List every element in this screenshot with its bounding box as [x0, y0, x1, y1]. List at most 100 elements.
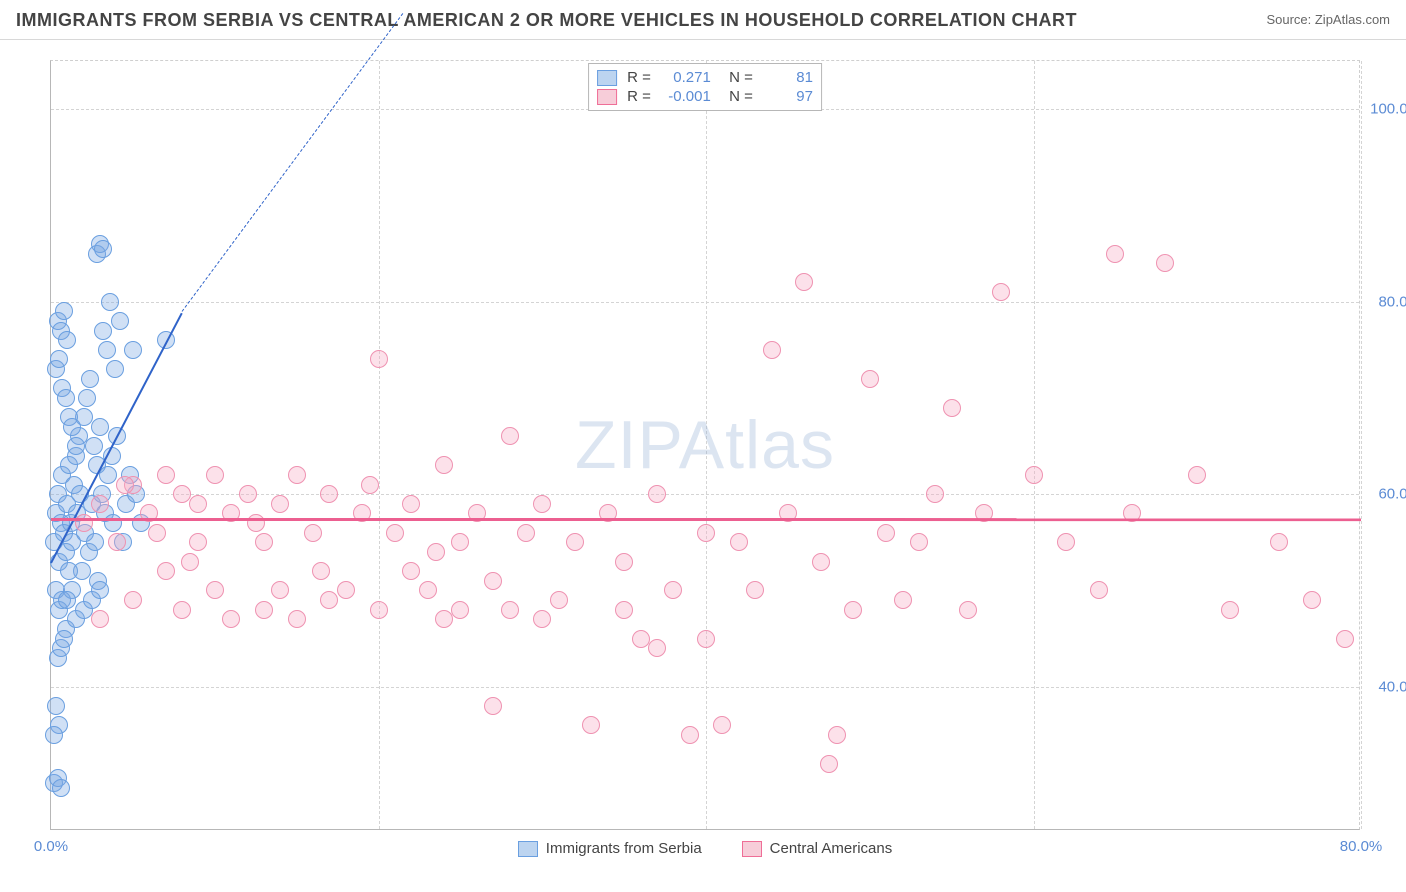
data-point-central [157, 562, 175, 580]
x-tick-label: 0.0% [34, 838, 68, 855]
y-tick-label: 100.0% [1370, 101, 1406, 118]
data-point-central [402, 495, 420, 513]
data-point-central [910, 533, 928, 551]
scatter-plot-area: ZIPAtlas R =0.271 N =81R =-0.001 N =97 I… [50, 60, 1360, 830]
data-point-central [1303, 591, 1321, 609]
data-point-serbia [91, 581, 109, 599]
data-point-serbia [81, 370, 99, 388]
y-tick-label: 40.0% [1378, 678, 1406, 695]
data-point-central [271, 581, 289, 599]
data-point-serbia [86, 533, 104, 551]
data-point-central [926, 485, 944, 503]
legend-stats-row-serbia: R =0.271 N =81 [597, 68, 813, 87]
r-label: R = [627, 69, 651, 86]
data-point-central [795, 273, 813, 291]
data-point-central [697, 524, 715, 542]
data-point-serbia [124, 341, 142, 359]
data-point-central [566, 533, 584, 551]
data-point-serbia [67, 437, 85, 455]
data-point-central [255, 601, 273, 619]
gridline-vertical [1361, 61, 1362, 829]
data-point-serbia [63, 418, 81, 436]
legend-swatch [597, 89, 617, 105]
data-point-serbia [45, 726, 63, 744]
data-point-central [746, 581, 764, 599]
trend-line-extrapolated [182, 13, 404, 312]
data-point-central [697, 630, 715, 648]
source-attribution: Source: ZipAtlas.com [1266, 12, 1390, 27]
data-point-central [820, 755, 838, 773]
data-point-central [533, 610, 551, 628]
data-point-central [861, 370, 879, 388]
data-point-serbia [94, 240, 112, 258]
data-point-serbia [47, 697, 65, 715]
legend-item-serbia: Immigrants from Serbia [518, 840, 702, 857]
data-point-central [1057, 533, 1075, 551]
data-point-central [763, 341, 781, 359]
data-point-central [713, 716, 731, 734]
r-value: 0.271 [661, 69, 711, 86]
data-point-central [75, 514, 93, 532]
data-point-central [148, 524, 166, 542]
legend-swatch [518, 841, 538, 857]
data-point-central [501, 427, 519, 445]
data-point-central [271, 495, 289, 513]
data-point-central [320, 485, 338, 503]
data-point-central [943, 399, 961, 417]
data-point-central [1336, 630, 1354, 648]
n-label: N = [721, 88, 753, 105]
data-point-central [484, 697, 502, 715]
y-tick-label: 60.0% [1378, 486, 1406, 503]
data-point-central [312, 562, 330, 580]
data-point-serbia [60, 562, 78, 580]
data-point-serbia [101, 293, 119, 311]
data-point-serbia [85, 437, 103, 455]
correlation-legend: R =0.271 N =81R =-0.001 N =97 [588, 63, 822, 111]
data-point-central [370, 350, 388, 368]
data-point-serbia [104, 514, 122, 532]
data-point-serbia [52, 779, 70, 797]
data-point-central [1156, 254, 1174, 272]
data-point-central [386, 524, 404, 542]
data-point-central [648, 639, 666, 657]
data-point-central [1221, 601, 1239, 619]
data-point-central [181, 553, 199, 571]
data-point-serbia [55, 302, 73, 320]
data-point-central [1106, 245, 1124, 263]
data-point-central [255, 533, 273, 551]
chart-title: IMMIGRANTS FROM SERBIA VS CENTRAL AMERIC… [0, 0, 1406, 40]
data-point-central [206, 581, 224, 599]
gridline-horizontal [51, 302, 1359, 303]
data-point-central [812, 553, 830, 571]
legend-stats-row-central: R =-0.001 N =97 [597, 87, 813, 106]
y-tick-label: 80.0% [1378, 293, 1406, 310]
data-point-central [427, 543, 445, 561]
data-point-central [108, 533, 126, 551]
gridline-vertical [706, 61, 707, 829]
legend-swatch [597, 70, 617, 86]
gridline-vertical [1034, 61, 1035, 829]
data-point-central [419, 581, 437, 599]
data-point-serbia [91, 418, 109, 436]
data-point-central [894, 591, 912, 609]
data-point-serbia [55, 630, 73, 648]
series-legend: Immigrants from Serbia Central Americans [51, 840, 1359, 857]
data-point-serbia [57, 389, 75, 407]
data-point-central [189, 533, 207, 551]
data-point-central [1270, 533, 1288, 551]
data-point-central [206, 466, 224, 484]
data-point-serbia [94, 322, 112, 340]
data-point-central [992, 283, 1010, 301]
data-point-central [173, 601, 191, 619]
legend-item-central: Central Americans [742, 840, 893, 857]
r-value: -0.001 [661, 88, 711, 105]
data-point-central [1090, 581, 1108, 599]
data-point-serbia [111, 312, 129, 330]
gridline-vertical [379, 61, 380, 829]
data-point-central [501, 601, 519, 619]
data-point-central [484, 572, 502, 590]
data-point-central [517, 524, 535, 542]
data-point-central [648, 485, 666, 503]
data-point-central [550, 591, 568, 609]
data-point-central [320, 591, 338, 609]
